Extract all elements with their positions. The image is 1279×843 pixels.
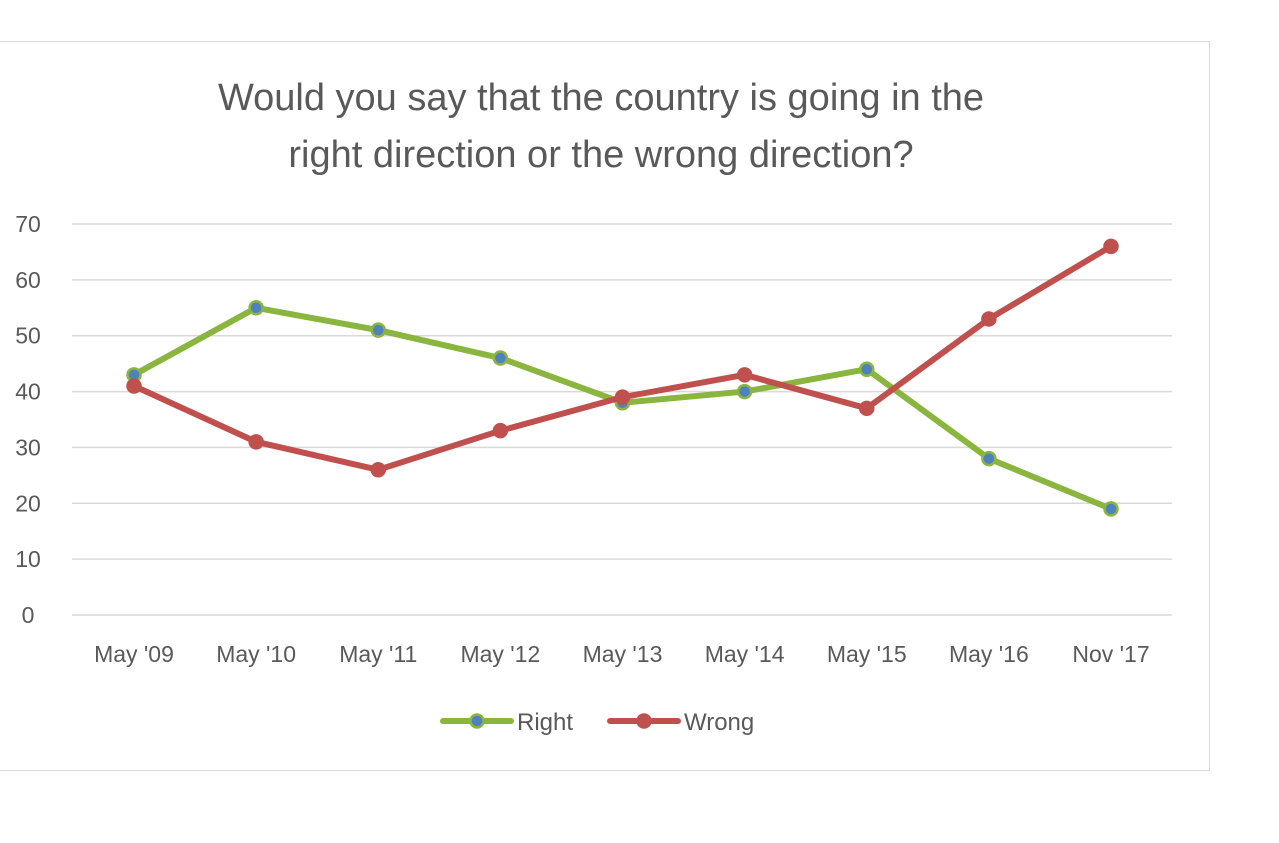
data-point-wrong [614,389,631,405]
data-point-right [492,350,509,366]
x-axis-ticks: May '09 May '10 May '11 May '12 May '13 May '… [94,641,1150,667]
gridlines [72,223,1172,616]
data-point-right [248,300,264,316]
chart-title-line-1: Would you say that the country is going … [217,77,985,119]
series-layer [126,238,1119,517]
x-tick-label: May '13 [583,641,663,667]
x-tick-label: May '09 [94,641,174,667]
y-tick-label: 20 [15,490,41,516]
y-tick-label: 60 [15,267,41,293]
series-wrong [126,238,1119,478]
y-tick-label: 0 [22,602,35,628]
data-point-wrong [859,400,875,417]
data-point-right [981,450,997,467]
y-tick-label: 10 [15,546,41,572]
y-tick-label: 30 [15,434,41,460]
data-point-wrong [981,311,997,327]
legend-marker-wrong [636,713,652,729]
x-tick-label: May '15 [827,641,907,667]
x-tick-label: May '10 [216,641,296,667]
data-point-wrong [736,367,753,383]
x-tick-label: May '14 [705,641,785,667]
data-point-wrong [248,434,264,450]
legend-label-wrong: Wrong [684,709,754,736]
data-point-right [736,383,753,400]
data-point-wrong [126,378,142,394]
legend-marker-right [469,713,485,729]
data-point-wrong [1103,238,1119,255]
data-point-wrong [492,422,509,439]
data-point-right [370,322,386,338]
y-axis-ticks: 0 10 20 30 40 50 60 70 [15,211,41,628]
legend-label-right: Right [517,709,573,736]
x-tick-label: May '11 [339,641,417,667]
chart-frame [0,41,1210,771]
chart-title: Would you say that the country is going … [0,70,1202,184]
x-tick-label: May '16 [949,641,1029,667]
y-tick-label: 70 [15,211,41,237]
data-point-right [859,361,875,377]
x-tick-label: Nov '17 [1072,641,1149,667]
y-tick-label: 50 [15,323,41,349]
data-point-right [1103,501,1119,517]
chart-title-line-2: right direction or the wrong direction? [288,134,914,176]
x-tick-label: May '12 [460,641,540,667]
y-tick-label: 40 [15,379,41,405]
data-point-wrong [370,462,386,478]
legend: Right Wrong [440,709,754,736]
